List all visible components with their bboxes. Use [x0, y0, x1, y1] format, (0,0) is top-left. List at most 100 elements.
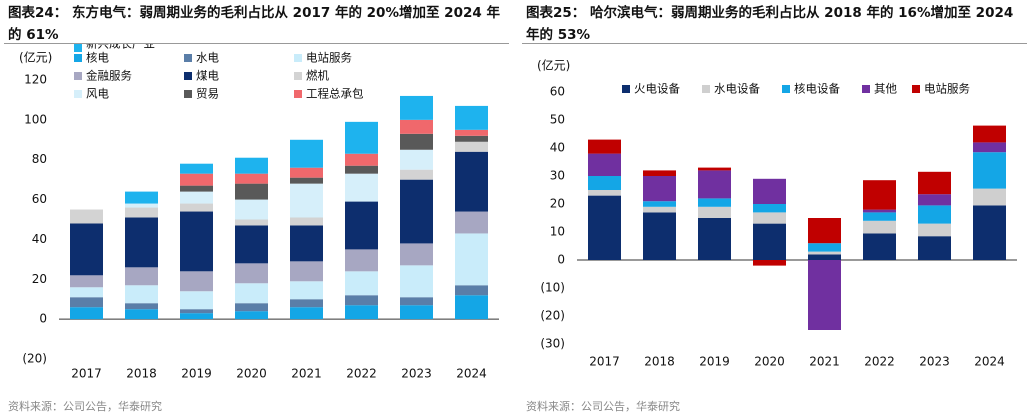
bar-segment	[180, 185, 213, 192]
bar-segment	[588, 139, 621, 154]
x-tick-label: 2020	[754, 355, 785, 369]
bar-segment	[808, 243, 841, 252]
bar-segment	[400, 169, 433, 180]
legend-label: 水电	[196, 51, 219, 65]
bar-segment	[125, 203, 158, 208]
bar-segment	[698, 167, 731, 171]
legend-label: 工程总承包	[306, 87, 364, 101]
bar-segment	[290, 307, 323, 320]
x-tick-label: 2021	[291, 367, 322, 381]
bar-segment	[455, 233, 488, 286]
legend-label: 火电设备	[634, 82, 680, 96]
legend-swatch	[184, 90, 192, 98]
y-tick-label: (20)	[540, 309, 565, 323]
y-tick-label: 0	[39, 312, 47, 326]
bar-segment	[863, 180, 896, 210]
x-tick-label: 2024	[456, 367, 487, 381]
legend-swatch	[294, 72, 302, 80]
bar-segment	[698, 170, 731, 199]
legend-swatch	[912, 85, 920, 93]
axis-label: (亿元)	[19, 50, 52, 65]
bar-segment	[588, 176, 621, 190]
bar-segment	[235, 173, 268, 184]
bar-segment	[125, 303, 158, 310]
y-tick-label: 40	[32, 232, 47, 246]
bar-segment	[235, 199, 268, 220]
bar-segment	[643, 170, 676, 176]
bar-segment	[180, 191, 213, 204]
bar-segment	[400, 149, 433, 170]
bar-segment	[400, 243, 433, 266]
source: 资料来源：公司公告，华泰研究	[526, 400, 680, 413]
y-tick-label: 20	[550, 197, 565, 211]
bar-segment	[753, 223, 786, 260]
bar-segment	[753, 178, 786, 204]
source: 资料来源：公司公告，华泰研究	[8, 400, 162, 413]
bar-segment	[180, 309, 213, 314]
bar-segment	[400, 305, 433, 320]
bar-segment	[235, 303, 268, 312]
y-tick-label: 60	[550, 85, 565, 99]
bar-segment	[698, 206, 731, 218]
bar-segment	[290, 299, 323, 308]
bar-segment	[290, 217, 323, 226]
y-tick-label: 120	[24, 73, 47, 87]
bar-segment	[345, 295, 378, 306]
legend-label: 金融服务	[86, 69, 132, 83]
bar-segment	[698, 198, 731, 207]
bar-segment	[125, 191, 158, 204]
legend-swatch	[74, 54, 82, 62]
bar-segment	[125, 285, 158, 304]
legend-label: 电站服务	[306, 51, 352, 65]
bar-segment	[180, 173, 213, 186]
chart: (亿元) (20) 0 20 40 60 80 100 120 2017 2018 2019 2020 2…	[19, 37, 499, 381]
bar-segment	[643, 212, 676, 260]
bar-segment	[70, 223, 103, 276]
legend-swatch	[74, 72, 82, 80]
x-tick-label: 2019	[699, 355, 730, 369]
legend-label: 核电设备	[794, 82, 840, 96]
bar-segment	[290, 225, 323, 262]
legend-label: 电站服务	[924, 82, 970, 96]
bar-segment	[918, 236, 951, 260]
x-tick-label: 2020	[236, 367, 267, 381]
y-tick-label: (30)	[540, 337, 565, 351]
y-tick-label: 50	[550, 113, 565, 127]
bar-segment	[918, 194, 951, 206]
bar-segment	[863, 220, 896, 234]
legend-label: 水电设备	[714, 82, 760, 96]
bar-segment	[125, 309, 158, 320]
y-tick-label: (10)	[540, 281, 565, 295]
bar-segment	[973, 142, 1006, 153]
bar-segment	[70, 307, 103, 320]
bar-segment	[70, 275, 103, 288]
bar-segment	[235, 183, 268, 200]
bar-segment	[643, 201, 676, 207]
x-tick-label: 2023	[401, 367, 432, 381]
bar-segment	[863, 233, 896, 260]
bar-segment	[918, 171, 951, 195]
bar-segment	[918, 223, 951, 237]
bar-segment	[588, 195, 621, 260]
y-tick-label: (20)	[22, 352, 47, 366]
y-tick-label: 100	[24, 112, 47, 126]
legend-label: 贸易	[196, 87, 219, 101]
legend-swatch	[862, 85, 870, 93]
legend-label: 煤电	[196, 69, 219, 83]
bar-segment	[345, 201, 378, 250]
x-tick-label: 2018	[644, 355, 675, 369]
x-tick-label: 2024	[974, 355, 1005, 369]
bar-segment	[345, 173, 378, 202]
bar-segment	[400, 133, 433, 150]
panel: 图表25： 哈尔滨电气：弱周期业务的毛利占比从 2018 年的 16%增加至 2…	[522, 0, 1027, 416]
bar-segment	[643, 176, 676, 202]
bar-segment	[345, 249, 378, 272]
bar-segment	[180, 313, 213, 320]
x-tick-label: 2023	[919, 355, 950, 369]
chart-title: 图表25： 哈尔滨电气：弱周期业务的毛利占比从 2018 年的 16%增加至 2…	[522, 0, 1027, 44]
bar-segment	[808, 218, 841, 244]
legend-label: 核电	[86, 51, 109, 65]
x-tick-label: 2022	[864, 355, 895, 369]
bar-segment	[290, 167, 323, 178]
y-tick-label: 60	[32, 192, 47, 206]
